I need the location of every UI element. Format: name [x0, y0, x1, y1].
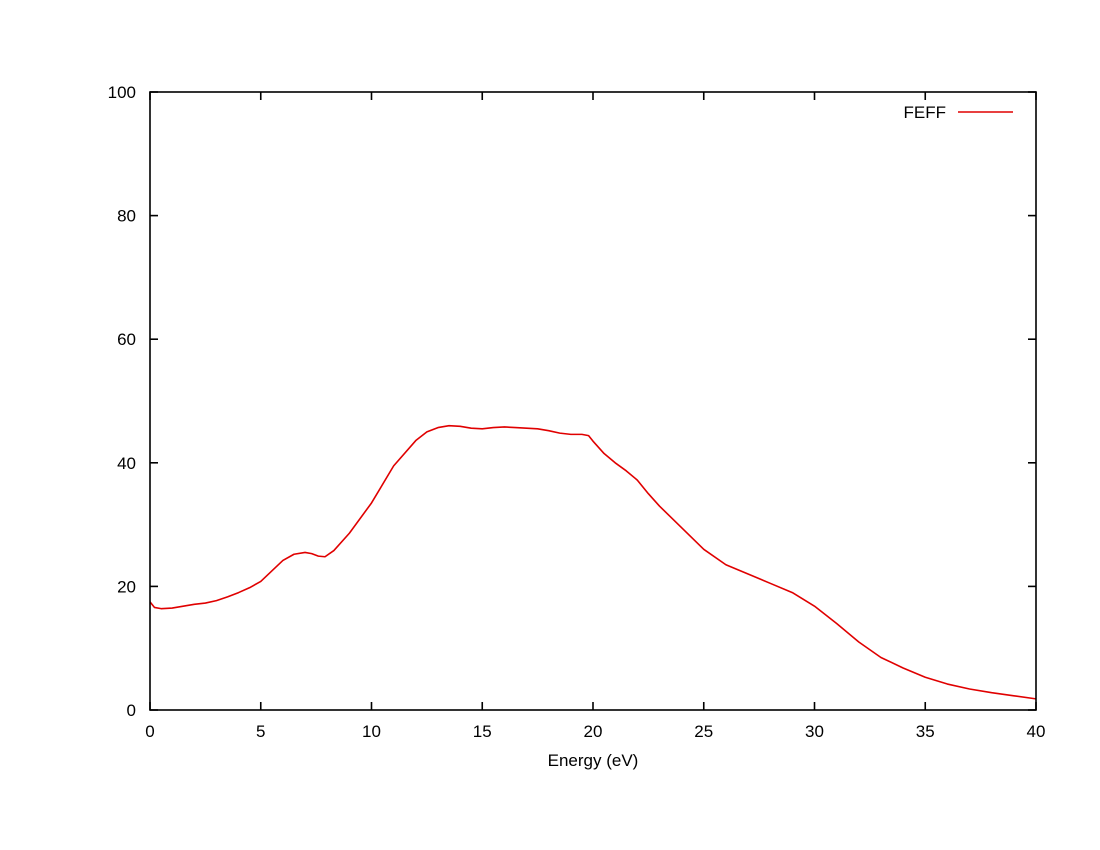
x-tick-label: 30 — [805, 722, 824, 741]
y-tick-label: 80 — [117, 207, 136, 226]
x-axis-ticks: 0 5 10 15 20 25 30 35 40 — [145, 92, 1045, 741]
y-axis-ticks: 0 20 40 60 80 100 — [108, 83, 1036, 720]
x-tick-label: 25 — [694, 722, 713, 741]
x-axis-title: Energy (eV) — [548, 751, 639, 770]
x-tick-label: 5 — [256, 722, 265, 741]
legend: FEFF — [904, 103, 1013, 122]
series-line-feff — [149, 424, 1037, 700]
x-tick-label: 10 — [362, 722, 381, 741]
y-tick-label: 20 — [117, 577, 136, 596]
y-tick-label: 60 — [117, 330, 136, 349]
plot-frame — [149, 91, 1037, 711]
y-tick-label: 40 — [117, 454, 136, 473]
y-tick-label: 0 — [127, 701, 136, 720]
legend-label-feff: FEFF — [904, 103, 947, 122]
y-tick-label: 100 — [108, 83, 136, 102]
x-tick-label: 0 — [145, 722, 154, 741]
x-tick-label: 35 — [916, 722, 935, 741]
x-tick-label: 40 — [1027, 722, 1046, 741]
x-tick-label: 15 — [473, 722, 492, 741]
x-tick-label: 20 — [584, 722, 603, 741]
